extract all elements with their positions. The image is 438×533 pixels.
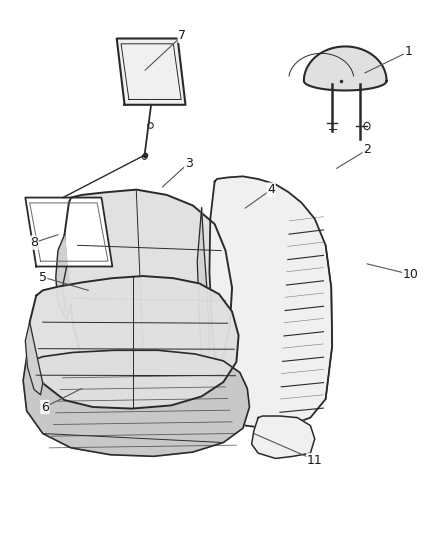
Polygon shape (25, 198, 113, 266)
Polygon shape (30, 276, 239, 409)
Text: 4: 4 (267, 183, 275, 196)
Polygon shape (252, 416, 315, 458)
Polygon shape (23, 350, 250, 456)
Polygon shape (197, 208, 209, 373)
Text: 5: 5 (39, 271, 47, 284)
Polygon shape (304, 46, 387, 91)
Text: 10: 10 (403, 268, 418, 281)
Polygon shape (56, 235, 71, 319)
Text: 2: 2 (363, 143, 371, 156)
Text: 7: 7 (178, 29, 186, 42)
Text: 6: 6 (41, 400, 49, 414)
Text: 3: 3 (184, 157, 192, 169)
Text: 1: 1 (404, 45, 412, 58)
Polygon shape (209, 176, 332, 428)
Text: 11: 11 (307, 454, 323, 466)
Polygon shape (25, 322, 43, 395)
Polygon shape (64, 190, 232, 399)
Text: 8: 8 (30, 236, 38, 249)
Polygon shape (117, 38, 185, 105)
